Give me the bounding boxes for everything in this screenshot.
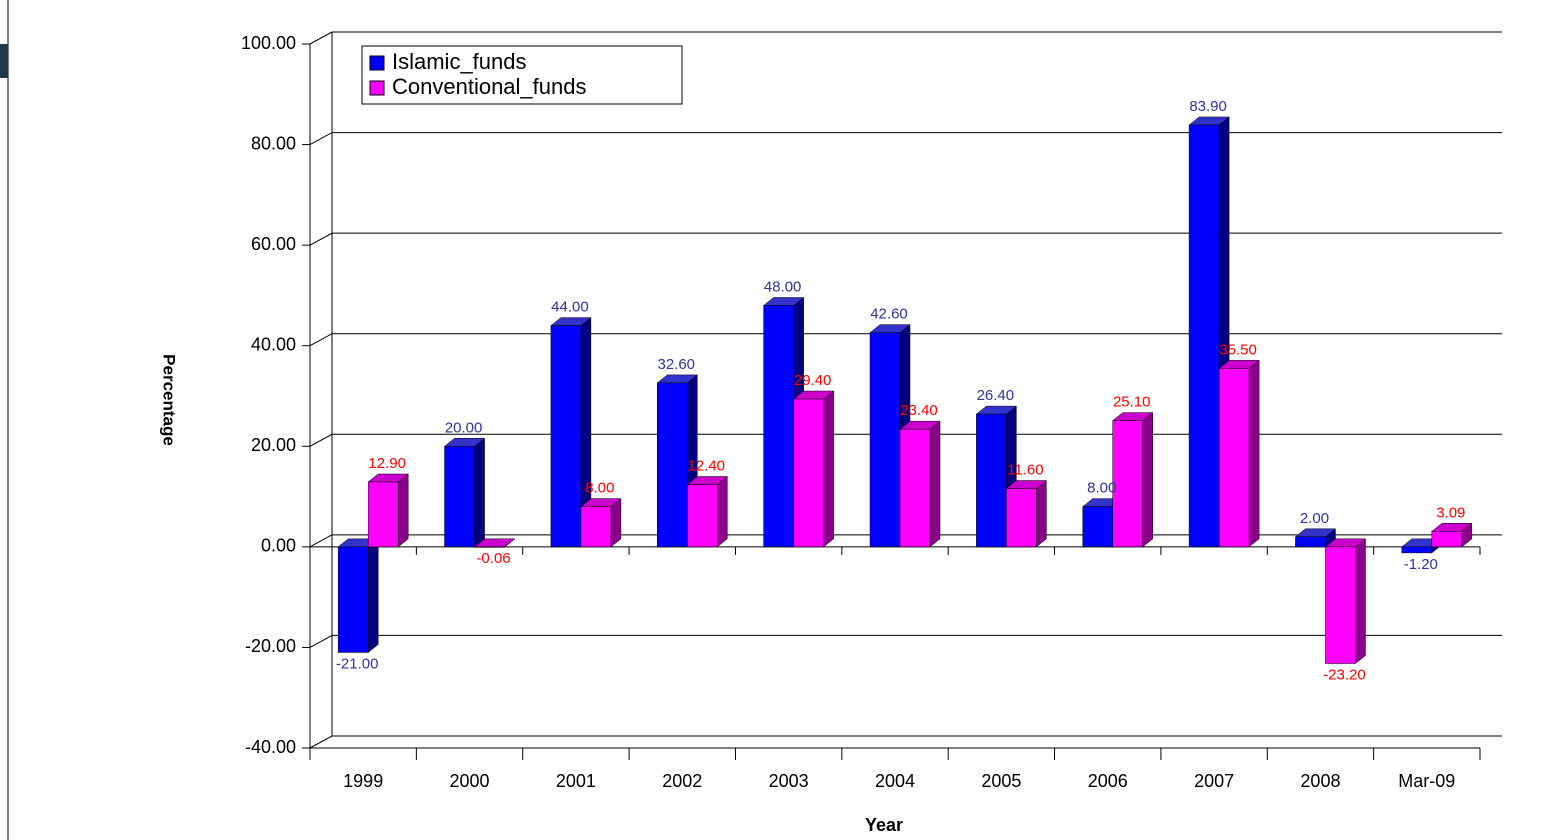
value-label: 83.90 xyxy=(1189,98,1227,115)
y-tick-label: 0.00 xyxy=(261,536,296,556)
y-tick-label: 80.00 xyxy=(251,133,296,153)
value-label: 26.40 xyxy=(977,387,1015,404)
bar-side xyxy=(929,420,941,548)
bar xyxy=(657,382,688,548)
legend-swatch xyxy=(369,80,385,96)
bar-side xyxy=(717,475,728,548)
bar-side xyxy=(1248,359,1260,548)
grid-line xyxy=(309,31,1502,45)
value-label: 44.00 xyxy=(551,299,589,316)
legend-label: Conventional_funds xyxy=(392,74,586,99)
value-label: -0.06 xyxy=(476,550,510,567)
bar-side xyxy=(367,538,379,653)
bar xyxy=(337,546,369,653)
bar xyxy=(474,546,505,548)
y-axis-title: Percentage xyxy=(160,354,179,446)
value-label: 2.00 xyxy=(1300,510,1329,527)
y-tick-label: -20.00 xyxy=(245,636,296,656)
x-axis-title: Year xyxy=(865,815,903,835)
bar xyxy=(1295,536,1326,548)
y-tick-label: 60.00 xyxy=(251,234,296,254)
bar-side xyxy=(1036,480,1047,548)
y-tick-label: 20.00 xyxy=(251,435,296,455)
bar xyxy=(763,305,794,548)
bar xyxy=(1082,506,1113,548)
bar xyxy=(1218,368,1250,548)
x-tick-label: 2003 xyxy=(769,771,809,791)
value-label: 11.60 xyxy=(1007,461,1043,478)
value-label: 42.60 xyxy=(870,306,908,323)
bar-side xyxy=(823,390,834,548)
bar xyxy=(1431,531,1463,548)
bar xyxy=(869,332,901,548)
bar-side xyxy=(1355,538,1366,665)
bar xyxy=(1188,124,1220,548)
legend-label: Islamic_funds xyxy=(392,49,527,74)
grid-line xyxy=(309,333,1502,347)
value-label: 12.90 xyxy=(368,455,406,472)
bar-side xyxy=(397,473,409,548)
value-label: -1.20 xyxy=(1404,556,1438,573)
bar xyxy=(793,398,824,548)
bar xyxy=(899,428,931,548)
x-tick-label: 2005 xyxy=(981,771,1021,791)
bar xyxy=(444,446,475,548)
value-label: 35.50 xyxy=(1219,341,1257,358)
value-label: 23.40 xyxy=(900,402,938,419)
value-label: 8.00 xyxy=(1087,480,1116,497)
value-label: 12.40 xyxy=(687,457,725,474)
value-label: 29.40 xyxy=(794,372,832,389)
bar xyxy=(687,484,718,548)
bar-side xyxy=(1142,412,1153,548)
y-tick-label: -40.00 xyxy=(245,737,296,757)
x-tick-label: 2001 xyxy=(556,771,596,791)
bar xyxy=(976,413,1007,548)
grid-line xyxy=(309,433,1502,447)
x-tick-label: 2007 xyxy=(1194,771,1234,791)
x-tick-label: Mar-09 xyxy=(1398,771,1455,791)
x-tick-label: 2000 xyxy=(450,771,490,791)
bar xyxy=(1401,546,1433,554)
bar xyxy=(1006,488,1037,548)
bar-side xyxy=(474,437,485,548)
bar xyxy=(580,506,612,548)
x-tick-label: 2008 xyxy=(1300,771,1340,791)
x-tick-label: 1999 xyxy=(343,771,383,791)
value-label: 25.10 xyxy=(1113,394,1151,411)
value-label: 3.09 xyxy=(1436,504,1465,521)
bar xyxy=(550,325,582,548)
bar xyxy=(1112,420,1143,548)
x-tick-label: 2004 xyxy=(875,771,915,791)
value-label: 32.60 xyxy=(657,356,695,373)
bar xyxy=(1325,546,1356,664)
grid-line xyxy=(309,634,1502,648)
y-tick-label: 40.00 xyxy=(251,334,296,354)
frame-tab xyxy=(0,44,8,78)
value-label: -21.00 xyxy=(336,655,379,672)
legend-swatch xyxy=(369,55,385,71)
grid-line xyxy=(309,232,1502,246)
bar xyxy=(367,481,399,548)
grid-line xyxy=(309,132,1502,146)
value-label: 8.00 xyxy=(585,480,614,497)
legend-box xyxy=(361,45,683,105)
value-label: 48.00 xyxy=(764,278,802,295)
x-tick-label: 2002 xyxy=(662,771,702,791)
x-tick-label: 2006 xyxy=(1088,771,1128,791)
bar-side xyxy=(610,498,622,548)
value-label: -23.20 xyxy=(1323,666,1366,683)
value-label: 20.00 xyxy=(445,419,483,436)
y-tick-label: 100.00 xyxy=(241,33,296,53)
grid-line xyxy=(309,735,1502,749)
